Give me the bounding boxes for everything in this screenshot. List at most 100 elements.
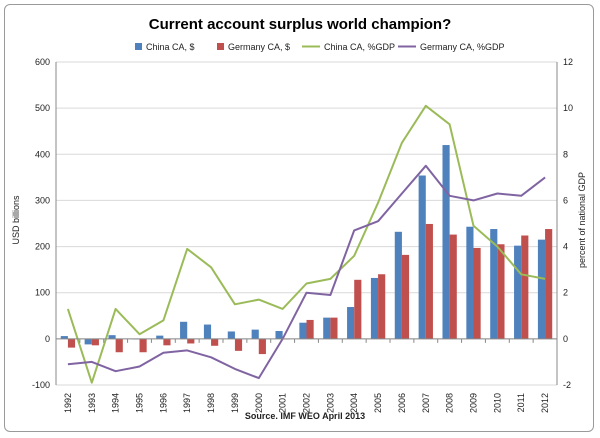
x-tick-label: 1994 bbox=[111, 393, 121, 413]
y-tick-label: -100 bbox=[32, 380, 50, 390]
x-tick-label: 1992 bbox=[63, 393, 73, 413]
china-ca-bar bbox=[60, 336, 68, 339]
axes bbox=[55, 62, 558, 385]
china-ca-bar bbox=[323, 317, 331, 339]
china-ca-bar bbox=[156, 335, 164, 339]
x-tick-label: 1993 bbox=[87, 393, 97, 413]
china-ca-bar bbox=[275, 331, 283, 339]
china-ca-bar bbox=[84, 338, 92, 345]
germany-ca-bar bbox=[187, 338, 195, 344]
x-axis-ticks: 1992 1993 1994 1995 1996 1997 1998 1999 2000 2001… bbox=[63, 393, 550, 413]
x-tick-label: 2007 bbox=[421, 393, 431, 413]
y-axis-ticks: -100 0 100 200 300 400 500 600 bbox=[32, 57, 50, 390]
secondary-y-tick-label: 4 bbox=[563, 242, 568, 252]
y-tick-label: 0 bbox=[45, 334, 50, 344]
germany-ca-bar bbox=[354, 279, 362, 339]
secondary-y-axis-ticks: -2 0 2 4 6 8 10 12 bbox=[563, 57, 573, 390]
china-ca-bar bbox=[227, 331, 235, 339]
legend-label: Germany CA, $ bbox=[228, 42, 290, 52]
x-tick-label: 2002 bbox=[302, 393, 312, 413]
china-ca-bar bbox=[347, 307, 355, 339]
legend-item: Germany CA, $ bbox=[217, 42, 290, 52]
source-note: Source. IMF WEO April 2013 bbox=[245, 411, 365, 421]
china-ca-bar bbox=[490, 229, 498, 339]
y-tick-label: 100 bbox=[35, 288, 50, 298]
germany-ca-bar bbox=[91, 338, 99, 346]
x-tick-label: 2000 bbox=[254, 393, 264, 413]
germany-ca-bar bbox=[139, 338, 147, 353]
china-ca-bar bbox=[466, 226, 474, 339]
x-tick-label: 1997 bbox=[182, 393, 192, 413]
legend-label: China CA, $ bbox=[146, 42, 195, 52]
y-tick-label: 400 bbox=[35, 149, 50, 159]
legend-label: China CA, %GDP bbox=[324, 42, 395, 52]
legend-germany-swatch bbox=[217, 43, 224, 50]
legend-item: China CA, $ bbox=[135, 42, 195, 52]
secondary-y-tick-label: 6 bbox=[563, 195, 568, 205]
x-tick-label: 2008 bbox=[445, 393, 455, 413]
germany-ca-bar bbox=[449, 234, 457, 339]
legend-item: Germany CA, %GDP bbox=[398, 42, 505, 52]
y-tick-label: 200 bbox=[35, 242, 50, 252]
germany-ca-bar bbox=[473, 247, 481, 339]
china-ca-bar bbox=[394, 231, 402, 339]
germany-ca-bar bbox=[234, 338, 243, 351]
germany-ca-bar bbox=[521, 235, 529, 339]
china-ca-bar bbox=[537, 239, 546, 339]
china-ca-bar bbox=[108, 335, 116, 339]
x-tick-label: 2010 bbox=[492, 393, 502, 413]
y-tick-label: 500 bbox=[35, 103, 50, 113]
germany-ca-bar bbox=[401, 254, 410, 339]
x-tick-label: 2001 bbox=[278, 393, 288, 413]
germany-ca-bar bbox=[211, 338, 219, 346]
secondary-y-tick-label: -2 bbox=[563, 380, 571, 390]
germany-ca-bar bbox=[545, 229, 553, 339]
x-tick-label: 1998 bbox=[206, 393, 216, 413]
chart-frame: Current account surplus world champion? … bbox=[4, 4, 594, 432]
x-tick-label: 1995 bbox=[135, 393, 145, 413]
china-ca-bar bbox=[251, 329, 259, 339]
secondary-y-tick-label: 8 bbox=[563, 149, 568, 159]
china-ca-gdp-line bbox=[66, 104, 546, 384]
bars bbox=[60, 145, 553, 355]
germany-ca-bar bbox=[425, 223, 433, 339]
legend-label: Germany CA, %GDP bbox=[420, 42, 505, 52]
germany-ca-bar bbox=[67, 338, 76, 348]
x-tick-label: 1999 bbox=[230, 393, 240, 413]
x-tick-label: 2006 bbox=[397, 393, 407, 413]
x-tick-label: 2003 bbox=[325, 393, 335, 413]
china-ca-bar bbox=[370, 277, 379, 339]
secondary-y-tick-label: 12 bbox=[563, 57, 573, 67]
x-tick-label: 1996 bbox=[158, 393, 168, 413]
y-tick-label: 300 bbox=[35, 195, 50, 205]
y-tick-label: 600 bbox=[35, 57, 50, 67]
x-tick-label: 2011 bbox=[516, 393, 526, 412]
china-ca-bar bbox=[180, 321, 188, 339]
legend-china-swatch bbox=[135, 43, 142, 50]
germany-ca-bar bbox=[306, 319, 314, 339]
legend: China CA, $ Germany CA, $ China CA, %GDP Ge… bbox=[135, 42, 505, 52]
germany-ca-bar bbox=[258, 338, 266, 355]
lines bbox=[66, 104, 546, 384]
x-tick-label: 2012 bbox=[540, 393, 550, 413]
china-ca-bar bbox=[299, 322, 307, 339]
chart: Current account surplus world champion? … bbox=[11, 16, 587, 421]
germany-ca-bar bbox=[330, 317, 338, 339]
china-ca-bar bbox=[514, 245, 522, 339]
secondary-y-tick-label: 2 bbox=[563, 288, 568, 298]
china-ca-bar bbox=[442, 145, 450, 339]
secondary-y-tick-label: 10 bbox=[563, 103, 573, 113]
china-ca-bar bbox=[418, 175, 426, 339]
secondary-y-tick-label: 0 bbox=[563, 334, 568, 344]
y-axis-label: USD billions bbox=[11, 195, 21, 245]
germany-ca-bar bbox=[115, 338, 123, 353]
x-tick-label: 2004 bbox=[349, 393, 359, 413]
secondary-y-axis-label: percent of national GDP bbox=[577, 172, 587, 268]
chart-title: Current account surplus world champion? bbox=[149, 16, 452, 33]
germany-ca-bar bbox=[163, 338, 171, 346]
x-tick-label: 2005 bbox=[373, 393, 383, 413]
germany-ca-bar bbox=[497, 244, 505, 339]
x-tick-label: 2009 bbox=[469, 393, 479, 413]
germany-ca-gdp-line bbox=[67, 164, 546, 380]
china-ca-bar bbox=[203, 324, 212, 339]
